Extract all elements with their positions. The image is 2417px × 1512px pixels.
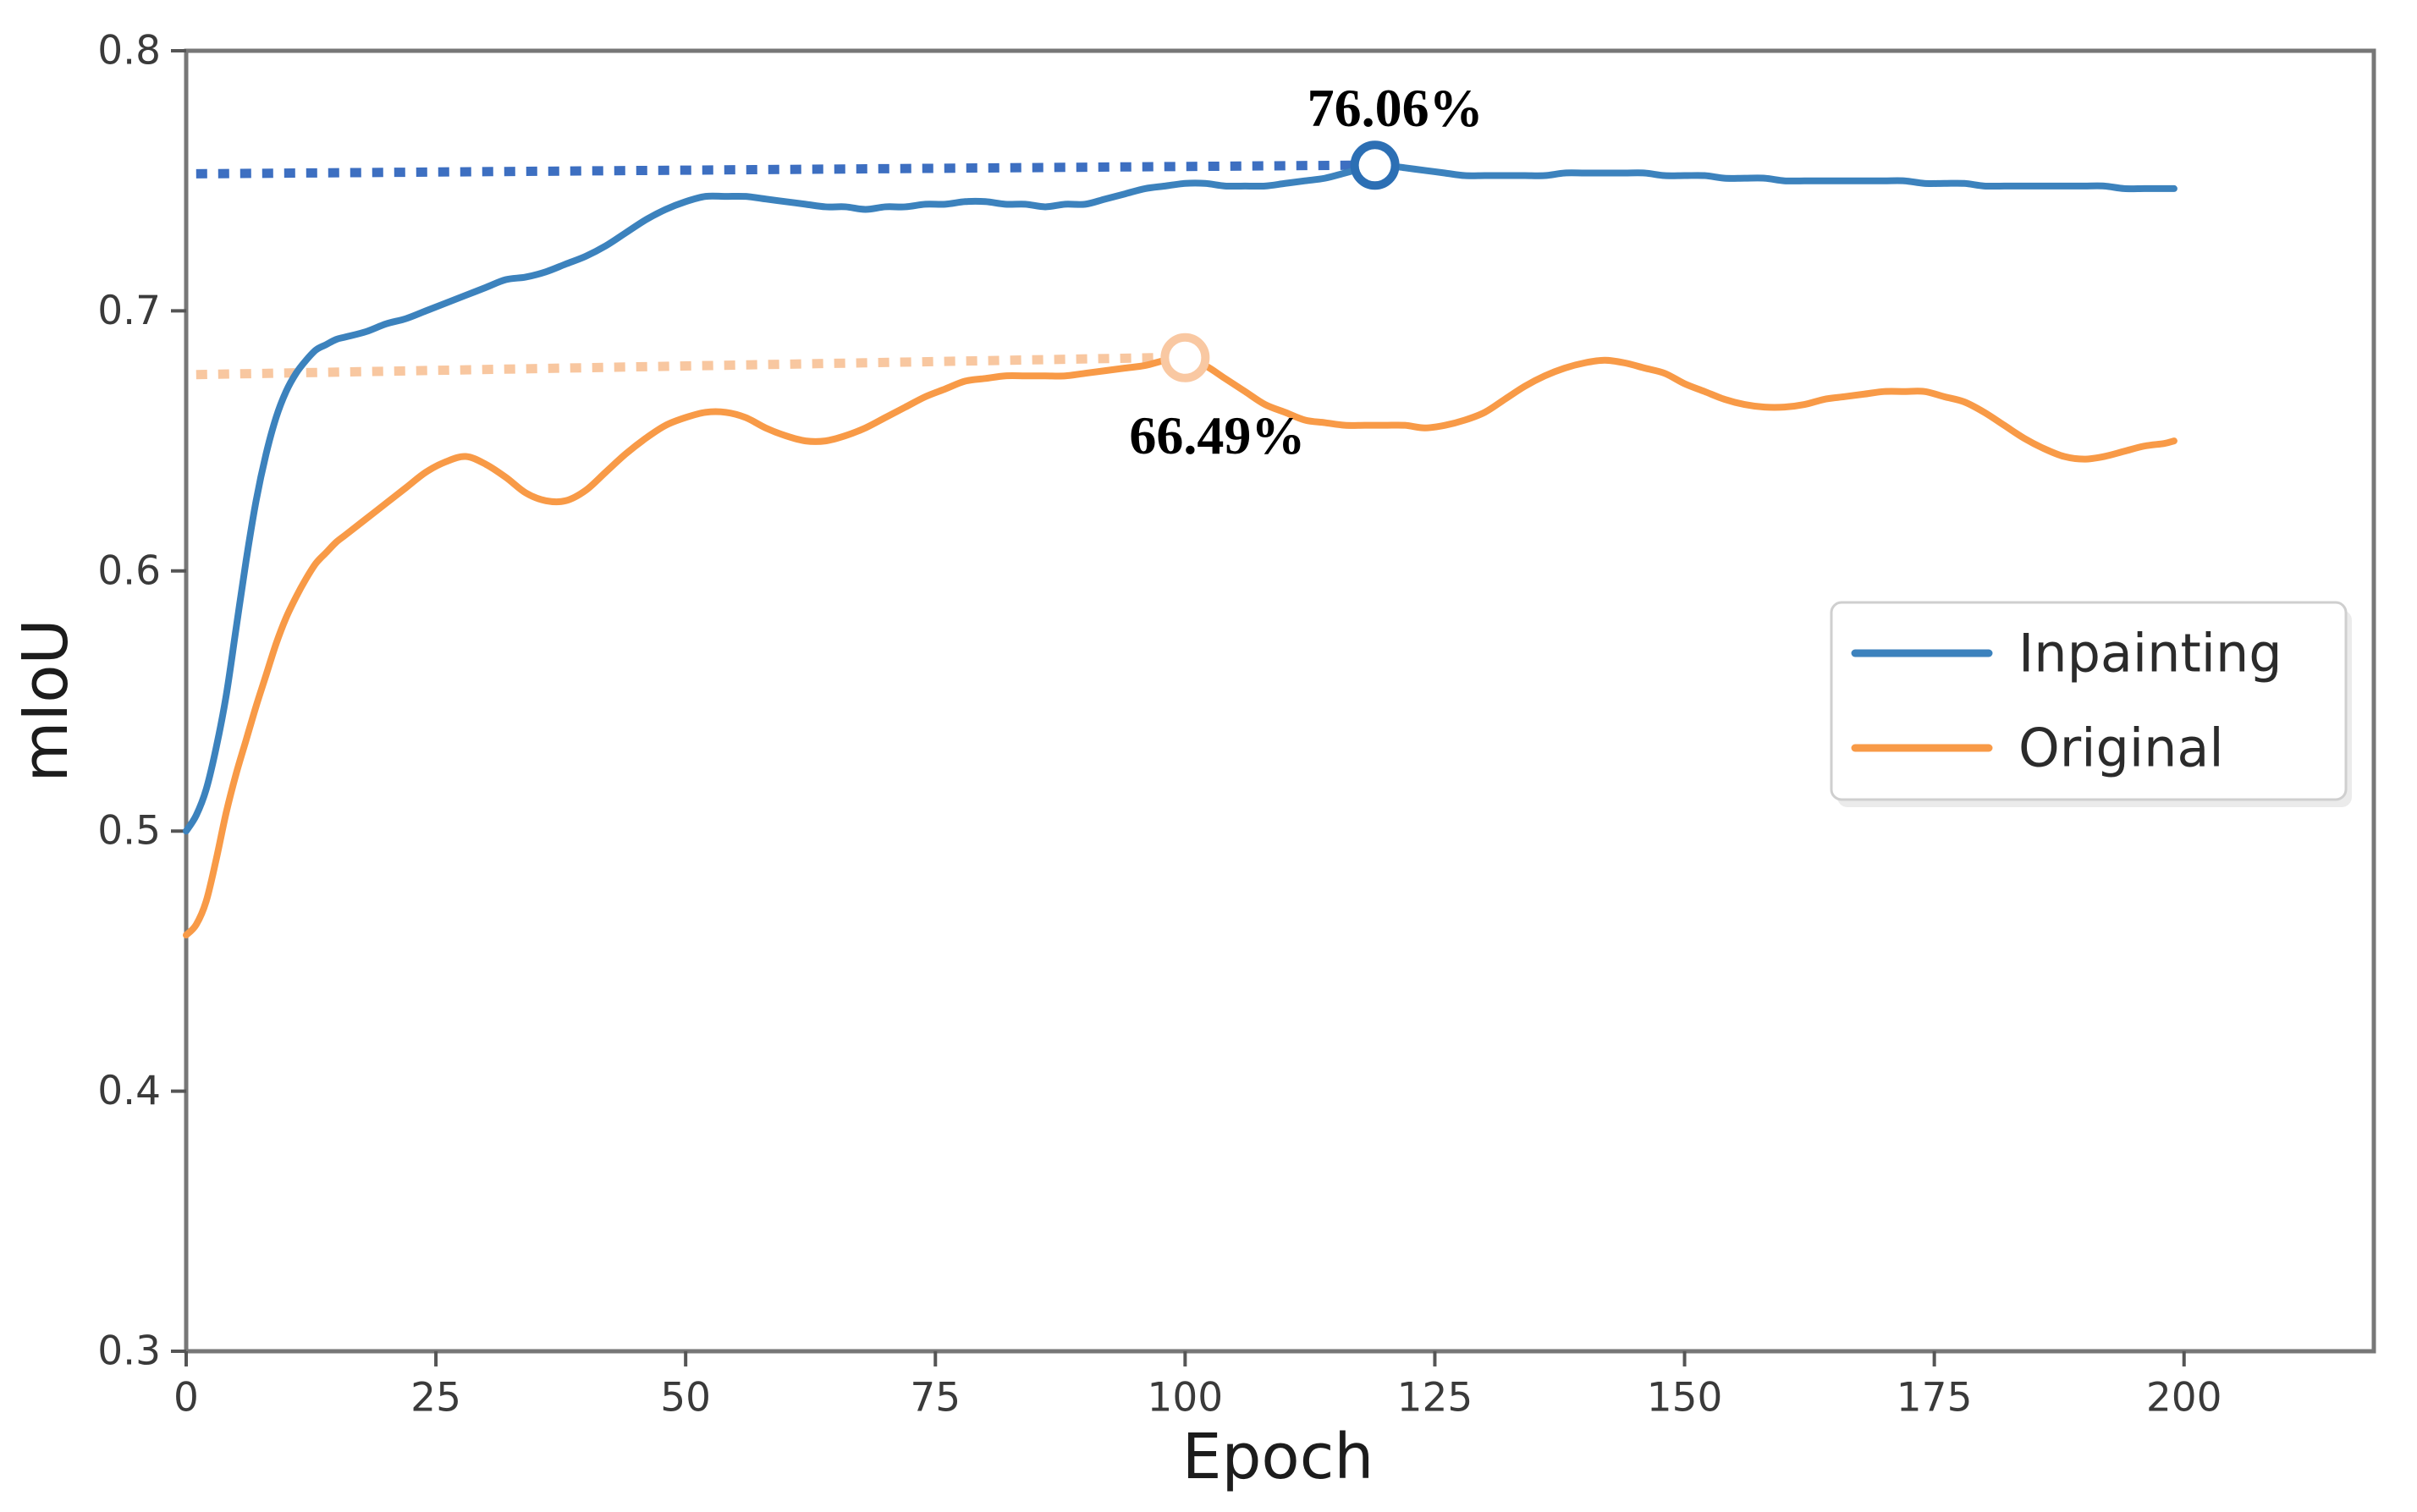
max-annotation-inpainting: 76.06% <box>1308 78 1484 138</box>
series-line-inpainting <box>183 161 2178 835</box>
max-ref-dotted-line-inpainting <box>195 160 1356 179</box>
y-tick-label: 0.4 <box>97 1068 161 1114</box>
y-tick-label: 0.5 <box>97 808 161 855</box>
y-tick-label: 0.6 <box>97 547 161 594</box>
y-tick-label: 0.3 <box>97 1328 161 1375</box>
max-marker-inpainting <box>1350 140 1400 190</box>
x-axis-label: Epoch <box>1181 1421 1374 1493</box>
series-line-original <box>183 354 2178 939</box>
legend-label-original: Original <box>2018 718 2224 779</box>
y-tick-label: 0.8 <box>97 28 161 74</box>
max-ref-dotted-line-original <box>195 353 1156 380</box>
plot-border <box>184 48 2376 1354</box>
y-axis-label: mIoU <box>9 619 82 783</box>
max-marker-original <box>1160 333 1210 382</box>
legend-label-inpainting: Inpainting <box>2018 623 2282 685</box>
x-tick-label: 100 <box>1148 1375 1224 1421</box>
x-tick-label: 125 <box>1397 1375 1473 1421</box>
x-tick-label: 50 <box>660 1375 711 1421</box>
x-tick-label: 175 <box>1897 1375 1973 1421</box>
x-tick-label: 150 <box>1647 1375 1723 1421</box>
x-tick-label: 200 <box>2146 1375 2222 1421</box>
y-tick-label: 0.7 <box>97 288 161 334</box>
x-tick-label: 25 <box>410 1375 461 1421</box>
max-annotation-original: 66.49% <box>1129 405 1305 465</box>
x-tick-label: 0 <box>173 1375 199 1421</box>
x-tick-label: 75 <box>910 1375 961 1421</box>
